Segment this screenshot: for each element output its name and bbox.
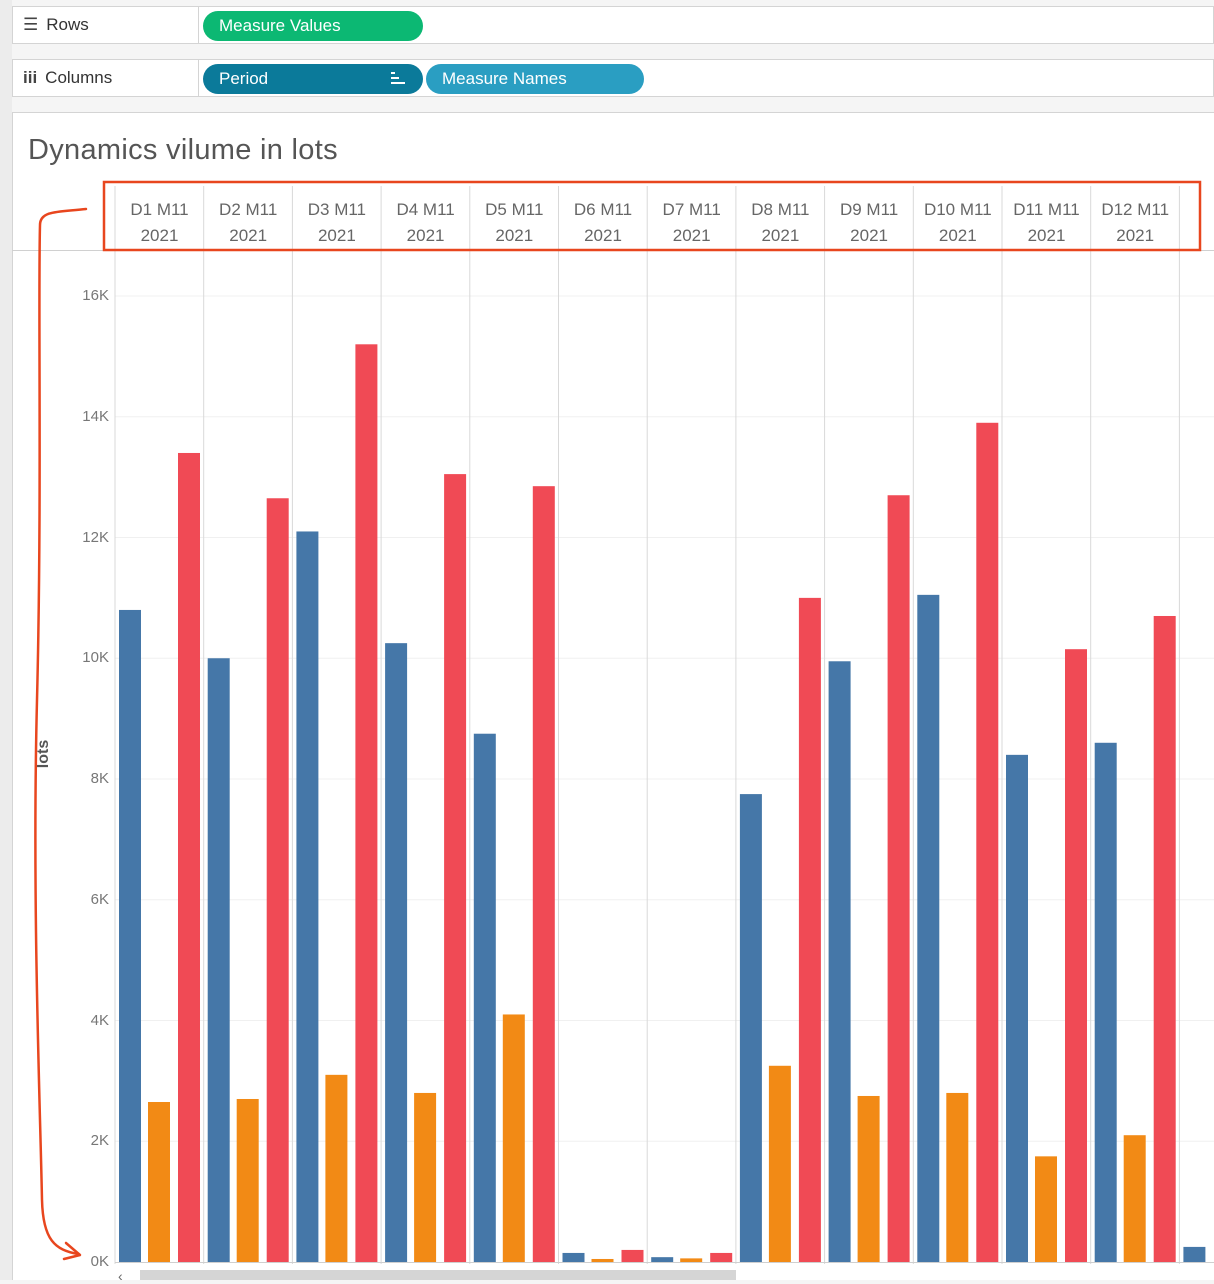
bar[interactable] bbox=[119, 609, 141, 1262]
period-pill-label: Period bbox=[219, 69, 269, 88]
bar[interactable] bbox=[946, 1092, 969, 1262]
columns-shelf-label: iii Columns bbox=[13, 60, 199, 96]
bar[interactable] bbox=[444, 474, 467, 1262]
measure-values-pill[interactable]: Measure Values bbox=[203, 11, 423, 41]
bar[interactable] bbox=[887, 495, 910, 1262]
bar[interactable] bbox=[1123, 1135, 1146, 1262]
column-header-label: D10 M11 2021 bbox=[923, 200, 992, 245]
column-header-label: D1 M11 2021 bbox=[130, 200, 189, 245]
column-header-label: D4 M11 2021 bbox=[396, 200, 455, 245]
bar[interactable] bbox=[473, 733, 496, 1262]
bar[interactable] bbox=[591, 1258, 614, 1262]
bar[interactable] bbox=[798, 597, 821, 1262]
column-header-label: D6 M11 2021 bbox=[573, 200, 633, 245]
bar[interactable] bbox=[680, 1258, 703, 1262]
bar[interactable] bbox=[325, 1074, 348, 1262]
bar[interactable] bbox=[207, 658, 230, 1262]
bar[interactable] bbox=[828, 661, 851, 1262]
rows-shelf: ☰ Rows Measure Values bbox=[12, 6, 1214, 44]
bar[interactable] bbox=[1153, 615, 1176, 1262]
bar[interactable] bbox=[739, 794, 762, 1262]
left-panel-edge bbox=[0, 0, 12, 1280]
bar[interactable] bbox=[385, 643, 408, 1262]
bar[interactable] bbox=[355, 344, 378, 1262]
bar[interactable] bbox=[768, 1065, 791, 1262]
y-tick-label: 8K bbox=[90, 770, 109, 787]
column-header-label: D7 M11 2021 bbox=[662, 200, 721, 245]
bar[interactable] bbox=[502, 1014, 525, 1262]
bar[interactable] bbox=[621, 1249, 644, 1262]
columns-icon: iii bbox=[23, 68, 38, 87]
y-tick-label: 4K bbox=[90, 1011, 109, 1029]
bar[interactable] bbox=[1035, 1156, 1057, 1262]
columns-shelf: iii Columns Period Measure Names bbox=[12, 59, 1214, 97]
bar[interactable] bbox=[296, 531, 319, 1262]
bar[interactable] bbox=[1183, 1246, 1206, 1262]
annotation-arrowhead bbox=[62, 1241, 82, 1261]
y-tick-label: 0K bbox=[90, 1253, 109, 1270]
y-tick-label: 14K bbox=[82, 407, 109, 425]
measure-names-pill[interactable]: Measure Names bbox=[426, 64, 644, 94]
y-tick-label: 2K bbox=[90, 1132, 109, 1150]
bar[interactable] bbox=[917, 594, 940, 1262]
bar[interactable] bbox=[148, 1102, 170, 1262]
bar[interactable] bbox=[1006, 754, 1028, 1262]
y-tick-label: 6K bbox=[90, 890, 109, 908]
bar[interactable] bbox=[1094, 742, 1117, 1262]
bar[interactable] bbox=[414, 1092, 437, 1262]
rows-shelf-label: ☰ Rows bbox=[13, 7, 199, 43]
period-pill[interactable]: Period bbox=[203, 64, 423, 94]
column-header-label: D2 M11 2021 bbox=[219, 200, 278, 245]
columns-label-text: Columns bbox=[45, 68, 113, 87]
bar[interactable] bbox=[236, 1098, 259, 1262]
bar[interactable] bbox=[1065, 649, 1087, 1262]
bar[interactable] bbox=[651, 1257, 674, 1262]
column-header-label: D12 M11 2021 bbox=[1101, 200, 1170, 245]
bar[interactable] bbox=[857, 1095, 880, 1262]
column-header-label: D11 M11 2021 bbox=[1013, 200, 1080, 245]
chart-title: Dynamics vilume in lots bbox=[28, 134, 338, 166]
annotation-brace bbox=[34, 207, 88, 1256]
rows-label-text: Rows bbox=[46, 15, 89, 34]
y-tick-label: 10K bbox=[82, 649, 109, 667]
scroll-left-arrow[interactable]: ‹ bbox=[118, 1268, 123, 1284]
bar[interactable] bbox=[976, 422, 999, 1263]
horizontal-scrollbar[interactable] bbox=[140, 1270, 736, 1280]
rows-icon: ☰ bbox=[23, 15, 39, 34]
annotation-box bbox=[102, 180, 1202, 252]
column-header-label: D8 M11 2021 bbox=[751, 200, 810, 245]
y-tick-label: 16K bbox=[82, 287, 109, 304]
bar[interactable] bbox=[710, 1252, 733, 1262]
column-header-label: D3 M11 2021 bbox=[307, 200, 367, 245]
column-header-label: D5 M11 2021 bbox=[485, 200, 544, 245]
bar[interactable] bbox=[532, 486, 555, 1262]
bar[interactable] bbox=[266, 498, 289, 1263]
y-tick-label: 12K bbox=[82, 528, 109, 546]
column-header-label: D9 M11 2021 bbox=[839, 200, 899, 245]
bar[interactable] bbox=[562, 1252, 585, 1262]
sort-icon[interactable] bbox=[389, 70, 407, 88]
bar[interactable] bbox=[178, 452, 200, 1263]
